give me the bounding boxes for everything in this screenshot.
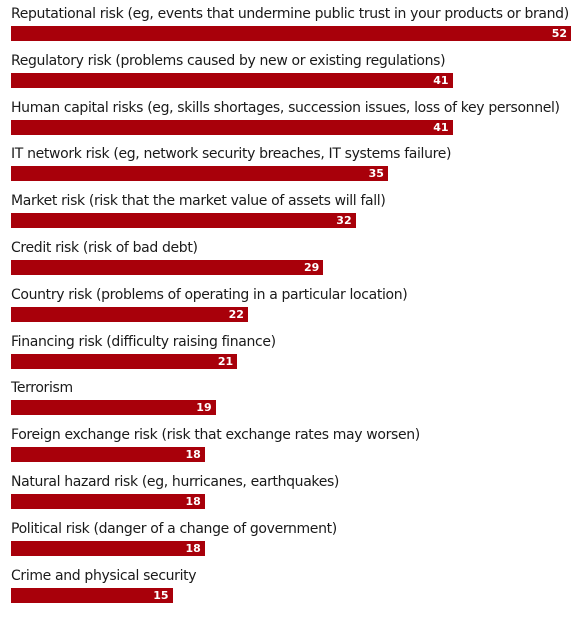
- bar-value-label: 21: [217, 354, 234, 368]
- bar: 22: [11, 306, 248, 322]
- category-label: Credit risk (risk of bad debt): [11, 240, 198, 256]
- category-label: Human capital risks (eg, skills shortage…: [11, 99, 560, 116]
- category-label: IT network risk (eg, network security br…: [11, 146, 452, 163]
- bar-value-label: 35: [368, 167, 384, 181]
- bar-value-label: 18: [185, 448, 201, 462]
- bar-value-label: 15: [153, 588, 169, 602]
- category-label: Crime and physical security: [11, 567, 197, 584]
- chart-row: Political risk (danger of a change of go…: [0, 519, 581, 563]
- category-label: Financing risk (difficulty raising finan…: [11, 333, 276, 350]
- bar-value-label: 52: [551, 27, 567, 40]
- bar-value-label: 18: [185, 541, 201, 555]
- chart-row: Reputational risk (eg, events that under…: [0, 4, 581, 48]
- category-label: Regulatory risk (problems caused by new …: [11, 52, 446, 69]
- category-label: Terrorism: [11, 380, 73, 397]
- bar: 35: [11, 166, 388, 182]
- bar: 18: [11, 447, 205, 463]
- bar: 15: [11, 587, 173, 603]
- bar-value-label: 32: [336, 214, 352, 228]
- bar-value-label: 19: [196, 401, 212, 415]
- chart-row: Financing risk (difficulty raising finan…: [0, 332, 581, 376]
- category-label: Foreign exchange risk (risk that exchang…: [11, 427, 420, 444]
- chart-row: Human capital risks (eg, skills shortage…: [0, 98, 581, 142]
- bar-value-label: 41: [433, 120, 449, 134]
- chart-row: Foreign exchange risk (risk that exchang…: [0, 425, 581, 469]
- chart-row: Terrorism 19: [0, 378, 581, 422]
- bar: 29: [11, 260, 324, 275]
- chart-row: IT network risk (eg, network security br…: [0, 144, 581, 188]
- chart-row: Country risk (problems of operating in a…: [0, 285, 581, 329]
- category-label: Political risk (danger of a change of go…: [11, 520, 337, 537]
- bar: 21: [11, 353, 238, 369]
- chart-row: Credit risk (risk of bad debt) 29: [0, 238, 581, 282]
- bar: 41: [11, 72, 453, 88]
- category-label: Market risk (risk that the market value …: [11, 193, 386, 210]
- chart-row: Market risk (risk that the market value …: [0, 191, 581, 235]
- chart-row: Crime and physical security 15: [0, 566, 581, 610]
- bar: 18: [11, 540, 205, 556]
- chart-row: Natural hazard risk (eg, hurricanes, ear…: [0, 472, 581, 516]
- bar: 18: [11, 494, 205, 509]
- bar: 41: [11, 119, 453, 135]
- category-label: Reputational risk (eg, events that under…: [11, 6, 569, 22]
- bar-value-label: 22: [228, 307, 244, 321]
- category-label: Natural hazard risk (eg, hurricanes, ear…: [11, 474, 340, 490]
- bar-value-label: 41: [433, 73, 449, 87]
- bar: 19: [11, 400, 216, 416]
- bar: 52: [11, 26, 571, 41]
- bar: 32: [11, 213, 356, 229]
- category-label: Country risk (problems of operating in a…: [11, 286, 408, 303]
- bar-value-label: 29: [303, 261, 320, 274]
- chart-row: Regulatory risk (problems caused by new …: [0, 51, 581, 95]
- bar-value-label: 18: [185, 495, 201, 508]
